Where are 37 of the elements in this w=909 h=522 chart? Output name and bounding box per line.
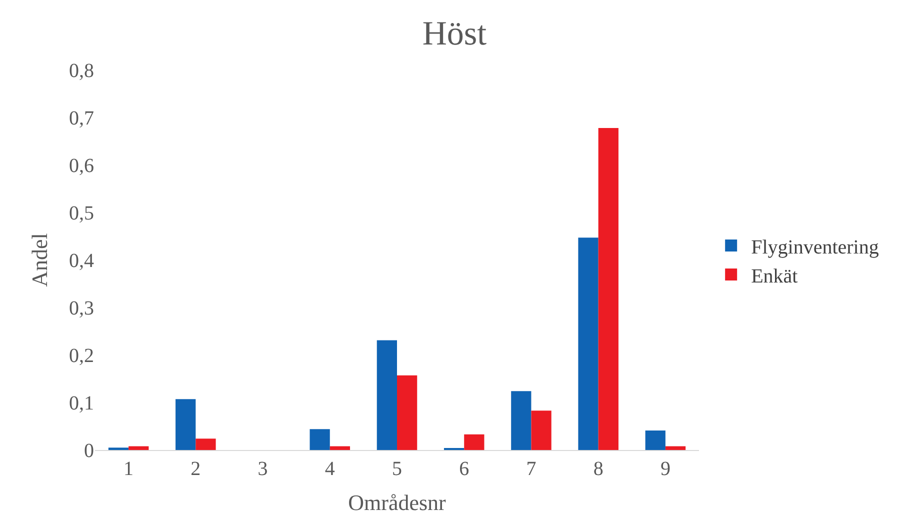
bar — [128, 446, 149, 450]
bar — [511, 391, 532, 450]
y-axis-title: Andel — [26, 233, 52, 287]
legend-label: Enkät — [751, 265, 798, 288]
bar — [196, 438, 216, 450]
y-tick-label: 0,1 — [69, 392, 94, 414]
x-tick-label: 4 — [324, 458, 335, 480]
x-tick-label: 3 — [258, 458, 268, 480]
y-tick-label: 0,2 — [69, 345, 94, 367]
x-tick-label: 7 — [526, 458, 536, 480]
x-tick-label: 6 — [459, 458, 470, 480]
bar — [330, 446, 350, 450]
y-tick-label: 0,8 — [69, 60, 94, 82]
bar — [531, 410, 552, 450]
x-tick-label: 8 — [593, 458, 604, 480]
bar — [310, 429, 330, 450]
bar — [645, 430, 666, 450]
x-tick-label: 5 — [392, 458, 402, 480]
y-tick-label: 0,5 — [69, 202, 94, 224]
legend-label: Flyginventering — [751, 236, 879, 258]
bar — [397, 375, 418, 450]
x-axis-title: Områdesnr — [348, 490, 447, 515]
y-tick-label: 0,4 — [69, 250, 94, 272]
bar — [176, 399, 196, 450]
bar — [578, 238, 598, 450]
y-tick-label: 0,3 — [69, 298, 94, 320]
x-tick-label: 1 — [124, 458, 134, 480]
chart-title: Höst — [422, 16, 488, 53]
y-tick-label: 0,7 — [69, 108, 94, 130]
bar — [598, 128, 618, 450]
bar — [464, 434, 484, 450]
bar — [376, 340, 397, 450]
x-tick-label: 9 — [660, 458, 670, 480]
x-tick-label: 2 — [190, 458, 201, 480]
y-tick-label: 0,6 — [69, 155, 94, 177]
y-tick-label: 0 — [84, 440, 94, 462]
bar — [665, 446, 686, 450]
